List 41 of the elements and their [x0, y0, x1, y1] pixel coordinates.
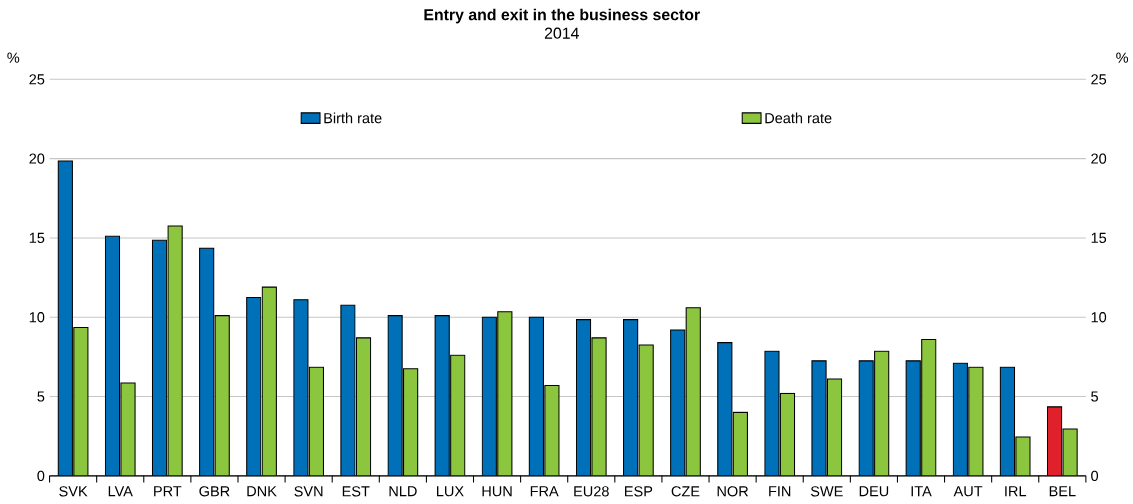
- x-tick-label: ITA: [911, 486, 932, 497]
- x-tick-label: PRT: [154, 486, 182, 497]
- x-tick-label: NOR: [717, 486, 749, 497]
- x-tick-label: NLD: [389, 486, 417, 497]
- x-tick-label: SWE: [810, 486, 843, 497]
- y2-axis-title: %: [1116, 52, 1129, 63]
- x-tick-label: EST: [342, 486, 370, 497]
- y2-tick-label: 20: [1091, 153, 1107, 164]
- x-tick-label: HUN: [482, 486, 512, 497]
- y-tick-label: 10: [29, 312, 45, 323]
- legend-label: Death rate: [765, 112, 832, 124]
- y-tick-label: 15: [29, 233, 45, 244]
- x-tick-label: FIN: [769, 486, 791, 497]
- x-tick-label: ESP: [625, 486, 653, 497]
- y2-tick-label: 25: [1091, 74, 1107, 85]
- x-tick-label: LUX: [437, 486, 464, 497]
- y-axis-title: %: [7, 52, 20, 63]
- legend-label: Birth rate: [324, 112, 382, 124]
- x-tick-label: SVN: [294, 486, 323, 497]
- x-tick-label: DEU: [859, 486, 889, 497]
- x-tick-label: SVK: [59, 486, 88, 497]
- y2-tick-label: 5: [1091, 391, 1099, 402]
- x-tick-label: AUT: [953, 486, 983, 497]
- chart-subtitle: 2014: [544, 27, 579, 39]
- y-tick-label: 20: [29, 153, 45, 164]
- y-tick-label: 5: [37, 391, 45, 402]
- x-tick-label: BEL: [1049, 486, 1076, 497]
- x-tick-label: GBR: [199, 486, 230, 497]
- chart-title: Entry and exit in the business sector: [424, 8, 700, 24]
- y-tick-label: 0: [37, 470, 45, 482]
- y-tick-label: 25: [29, 74, 45, 85]
- x-tick-label: CZE: [671, 486, 700, 497]
- x-tick-label: EU28: [574, 486, 609, 497]
- bar: [73, 327, 89, 477]
- x-tick-label: DNK: [247, 486, 277, 497]
- x-tick-label: LVA: [108, 486, 133, 497]
- y2-tick-label: 0: [1091, 470, 1099, 482]
- y2-tick-label: 15: [1091, 233, 1107, 244]
- y2-tick-label: 10: [1091, 312, 1107, 323]
- x-tick-label: FRA: [530, 486, 559, 497]
- x-tick-label: IRL: [1005, 486, 1027, 497]
